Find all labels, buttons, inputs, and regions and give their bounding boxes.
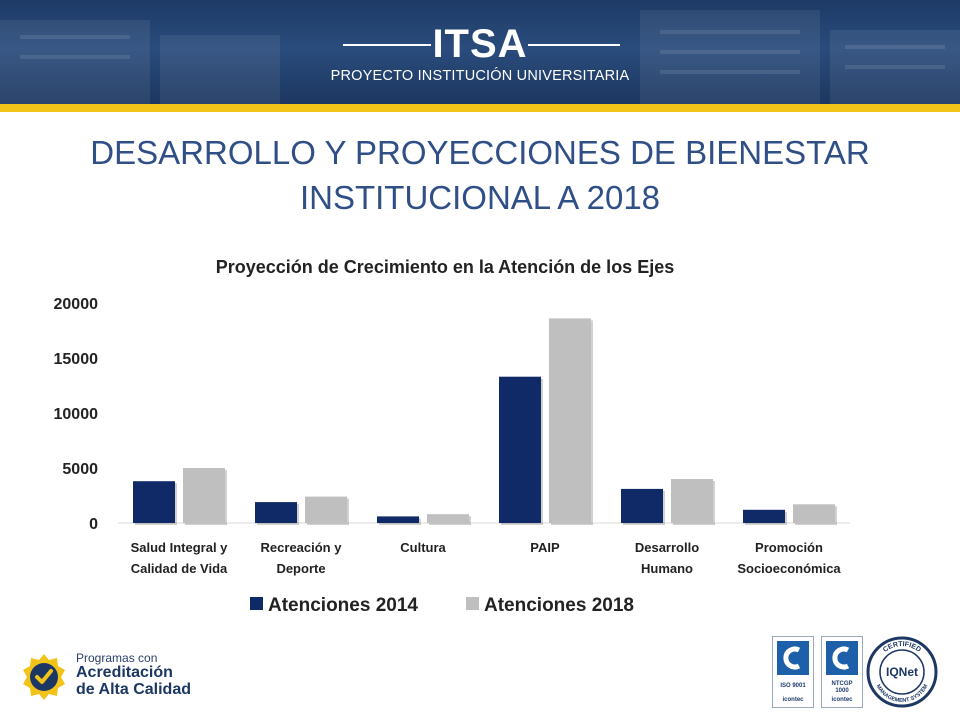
- bar-2018: [793, 504, 835, 523]
- legend-swatch: [250, 597, 263, 610]
- y-tick-label: 20000: [54, 296, 99, 313]
- cert-ntcgp-label-1: NTCGP: [831, 681, 853, 687]
- header-rule-left: [343, 44, 431, 46]
- header-banner: [0, 0, 960, 108]
- cert-ntcgp-label-2: 1000: [835, 688, 849, 694]
- cert-iso9001: ISO 9001 icontec: [772, 636, 814, 708]
- accreditation-line3: de Alta Calidad: [76, 681, 191, 698]
- x-category-label: Desarrollo: [635, 540, 699, 555]
- bar-2018: [183, 468, 225, 523]
- accreditation-badge-icon: [23, 654, 65, 700]
- y-tick-label: 10000: [54, 406, 99, 423]
- accreditation-line1: Programas con: [76, 651, 158, 665]
- accreditation-line2: Acreditación: [76, 664, 173, 681]
- x-category-label: Calidad de Vida: [131, 561, 228, 576]
- bar-2014: [133, 481, 175, 523]
- y-tick-label: 0: [89, 516, 98, 533]
- slide-title: DESARROLLO Y PROYECCIONES DE BIENESTAR I…: [60, 130, 900, 220]
- cert-ntcgp1000: NTCGP 1000 icontec: [821, 636, 863, 708]
- cert-ntcgp-issuer: icontec: [831, 697, 853, 703]
- bar-2014: [621, 488, 663, 523]
- iqnet-center-text: IQNet: [886, 665, 918, 679]
- x-category-label: Cultura: [400, 540, 446, 555]
- slide-title-line2: INSTITUCIONAL A 2018: [299, 179, 661, 216]
- brand-title: ITSA: [432, 22, 528, 66]
- x-category-label: Socioeconómica: [737, 561, 841, 576]
- legend-label: Atenciones 2014: [268, 595, 418, 616]
- x-category-label: Salud Integral y: [131, 540, 229, 555]
- cert-iso9001-label: ISO 9001: [780, 683, 806, 689]
- y-tick-label: 15000: [54, 351, 99, 368]
- bar-2018: [671, 479, 713, 523]
- bar-2014: [377, 516, 419, 523]
- bar-2014: [255, 502, 297, 523]
- x-category-label: Promoción: [755, 540, 823, 555]
- slide-title-line1: DESARROLLO Y PROYECCIONES DE BIENESTAR: [90, 134, 870, 171]
- x-category-label: PAIP: [530, 540, 560, 555]
- x-category-label: Humano: [641, 561, 693, 576]
- bar-2018: [427, 514, 469, 523]
- x-category-label: Recreación y: [261, 540, 343, 555]
- header-rule-right: [528, 44, 620, 46]
- legend-label: Atenciones 2018: [484, 595, 634, 616]
- brand-subtitle: PROYECTO INSTITUCIÓN UNIVERSITARIA: [330, 68, 630, 84]
- bar-2018: [305, 496, 347, 523]
- bar-2014: [743, 509, 785, 523]
- chart-title: Proyección de Crecimiento en la Atención…: [215, 257, 675, 277]
- icontec-certification-icon: [826, 641, 858, 675]
- y-tick-label: 5000: [62, 461, 98, 478]
- cert-iso9001-issuer: icontec: [782, 697, 804, 703]
- icontec-certification-icon: [777, 641, 809, 675]
- bar-2014: [499, 376, 541, 523]
- legend-swatch: [466, 597, 479, 610]
- x-category-label: Deporte: [276, 561, 325, 576]
- iqnet-seal-icon: CERTIFIED MANAGEMENT SYSTEM IQNet: [866, 636, 938, 708]
- gold-stripe: [0, 104, 960, 112]
- bar-2018: [549, 318, 591, 523]
